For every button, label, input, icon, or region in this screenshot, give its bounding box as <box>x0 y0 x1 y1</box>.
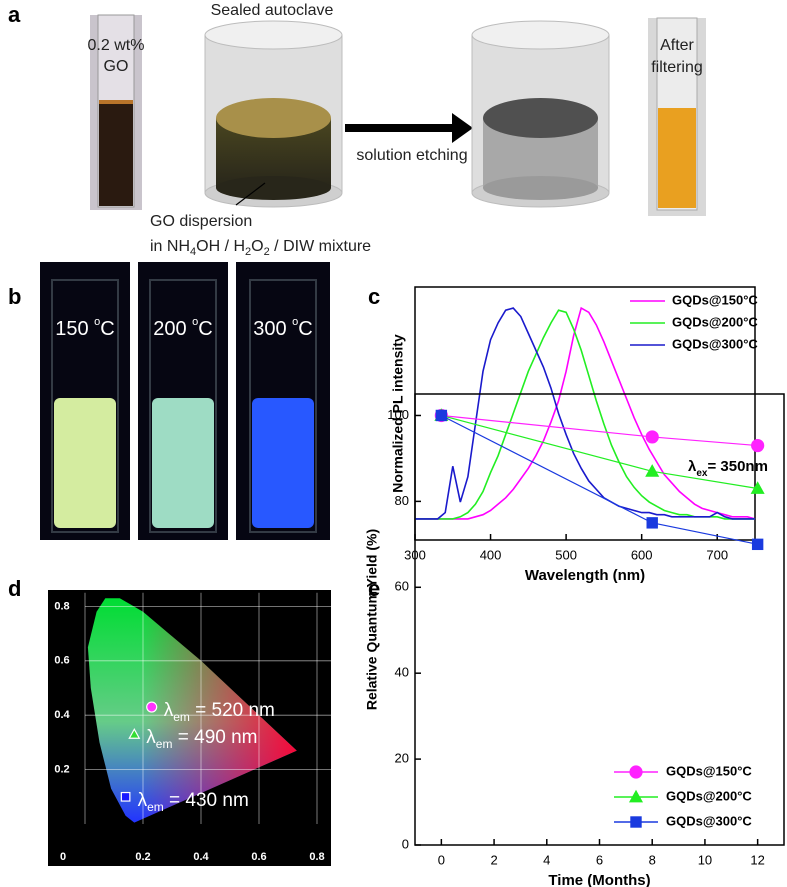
panel-label: d <box>8 576 21 601</box>
y-axis-label: Relative Quantum Yield (%) <box>364 529 380 710</box>
arrow <box>345 113 473 143</box>
vial-label: After <box>660 37 694 54</box>
temperature-label: 300 oC <box>253 316 313 340</box>
filtered-vial <box>648 17 706 216</box>
vial-label: GO <box>104 58 129 75</box>
y-axis-label: Normalized PL intensity <box>390 334 406 493</box>
marker <box>146 701 158 713</box>
x-tick-label: 12 <box>750 852 764 867</box>
legend-label: GQDs@200°C <box>672 314 758 329</box>
autoclave-after <box>471 20 610 208</box>
legend-label: GQDs@200°C <box>666 788 752 803</box>
temperature-label: 150 oC <box>55 316 115 340</box>
x-tick-label: 500 <box>555 547 577 562</box>
panel-label: b <box>8 284 21 309</box>
x-tick-label: 400 <box>480 547 502 562</box>
x-axis-label: Wavelength (nm) <box>525 567 645 584</box>
x-tick-label: 8 <box>649 852 656 867</box>
y-tick-label: 20 <box>395 751 409 766</box>
x-tick-label: 0.2 <box>135 851 150 863</box>
vial-label: 0.2 wt% <box>88 37 145 54</box>
series-line <box>441 414 758 545</box>
legend-label: GQDs@150°C <box>672 292 758 307</box>
x-tick-label: 0.6 <box>251 851 266 863</box>
marker <box>435 409 448 422</box>
marker <box>750 481 765 494</box>
y-tick-label: 0.4 <box>54 709 70 721</box>
y-tick-label: 0.6 <box>54 655 69 667</box>
marker <box>646 517 658 529</box>
y-tick-label: 40 <box>395 665 409 680</box>
y-tick-label: 0.2 <box>54 764 69 776</box>
y-tick-label: 100 <box>387 407 409 422</box>
dispersion-label: in NH4OH / H2O2 / DIW mixture <box>150 238 371 258</box>
x-tick-label: 600 <box>631 547 653 562</box>
arrow-label: solution etching <box>356 147 467 164</box>
annotation: λex= 350nm <box>688 458 768 479</box>
y-tick-label: 60 <box>395 579 409 594</box>
annotation: λem = 520 nm <box>164 700 275 724</box>
x-tick-label: 10 <box>698 852 712 867</box>
panel-label: c <box>368 284 380 309</box>
panel-label: a <box>8 2 21 27</box>
dispersion-label: GO dispersion <box>150 213 252 230</box>
legend-label: GQDs@300°C <box>672 336 758 351</box>
marker <box>751 538 764 551</box>
series-line <box>415 306 756 520</box>
marker <box>645 430 659 444</box>
x-tick-label: 0.4 <box>193 851 209 863</box>
vial-label: filtering <box>651 59 703 76</box>
x-tick-label: 0.8 <box>309 851 324 863</box>
x-tick-label: 2 <box>490 852 497 867</box>
uv-vials <box>40 262 330 540</box>
marker <box>751 438 765 453</box>
x-tick-label: 6 <box>596 852 603 867</box>
y-tick-label: 0.8 <box>54 600 69 612</box>
legend-label: GQDs@300°C <box>666 813 752 828</box>
legend-marker <box>629 765 643 779</box>
marker <box>645 464 660 477</box>
x-axis-label: Time (Months) <box>548 872 650 887</box>
annotation: λem = 490 nm <box>146 727 257 751</box>
y-tick-label: 80 <box>395 493 409 508</box>
x-tick-label: 4 <box>543 852 550 867</box>
legend-marker <box>628 789 644 803</box>
x-tick-label: 700 <box>706 547 728 562</box>
marker <box>128 728 141 739</box>
cie-gamut <box>87 598 297 823</box>
marker <box>120 791 131 802</box>
autoclave-title: Sealed autoclave <box>211 2 334 19</box>
legend-marker <box>630 816 642 828</box>
x-tick-label: 0 <box>60 851 66 863</box>
series-line <box>441 414 758 447</box>
legend-label: GQDs@150°C <box>666 763 752 778</box>
x-tick-label: 0 <box>438 852 445 867</box>
go-vial <box>90 14 142 210</box>
annotation: λem = 430 nm <box>138 790 249 814</box>
temperature-label: 200 oC <box>153 316 213 340</box>
series-line <box>415 307 755 520</box>
panel-label: e <box>368 576 380 601</box>
autoclave-before <box>204 20 343 208</box>
y-tick-label: 0 <box>402 836 409 851</box>
